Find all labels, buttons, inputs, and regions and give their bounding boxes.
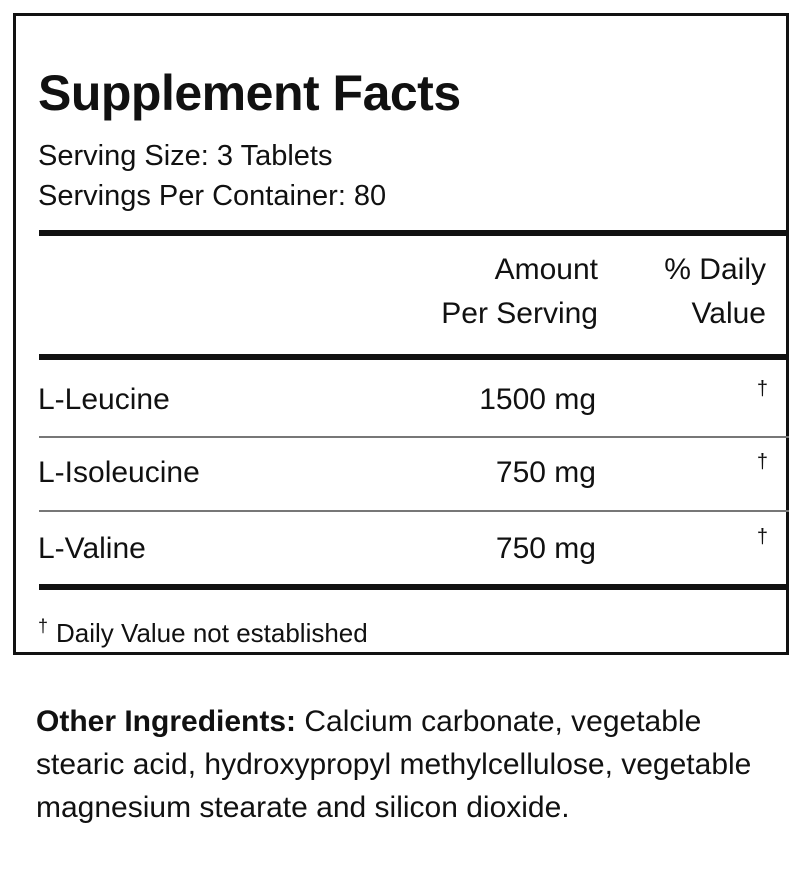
other-ingredients-text: Calcium carbonate, vegetable stearic aci… — [36, 705, 752, 824]
nutrient-amount: 750 mg — [495, 532, 596, 565]
nutrient-dv: † — [756, 451, 768, 473]
nutrient-amount: 1500 mg — [479, 383, 596, 416]
rule — [39, 354, 789, 360]
rule — [39, 510, 789, 512]
nutrient-amount: 750 mg — [495, 456, 596, 489]
nutrient-name: L-Isoleucine — [38, 456, 200, 489]
nutrient-name: L-Leucine — [38, 383, 170, 416]
nutrient-name: L-Valine — [38, 532, 146, 565]
header-line: Amount — [494, 253, 598, 286]
other-ingredients-label: Other Ingredients: — [36, 705, 297, 738]
rule — [39, 230, 789, 236]
rule — [39, 584, 789, 590]
serving-size: Serving Size: 3 Tablets — [38, 140, 333, 172]
column-header: % Daily Value — [664, 248, 766, 336]
other-ingredients: Other Ingredients: Calcium carbonate, ve… — [36, 700, 756, 829]
header-line: % Daily — [664, 253, 766, 286]
nutrient-dv: † — [756, 378, 768, 400]
servings-per-container: Servings Per Container: 80 — [38, 180, 387, 212]
footnote-symbol: † — [38, 616, 49, 636]
footnote-text: Daily Value not established — [56, 618, 368, 648]
footnote: † Daily Value not established — [38, 616, 368, 649]
title: Supplement Facts — [38, 65, 461, 121]
header-line: Per Serving — [441, 297, 598, 330]
facts-panel: Supplement Facts Serving Size: 3 Tablets… — [13, 13, 789, 655]
header-line: Value — [691, 297, 766, 330]
nutrient-dv: † — [756, 526, 768, 548]
rule — [39, 436, 789, 438]
column-header: Amount Per Serving — [441, 248, 598, 336]
